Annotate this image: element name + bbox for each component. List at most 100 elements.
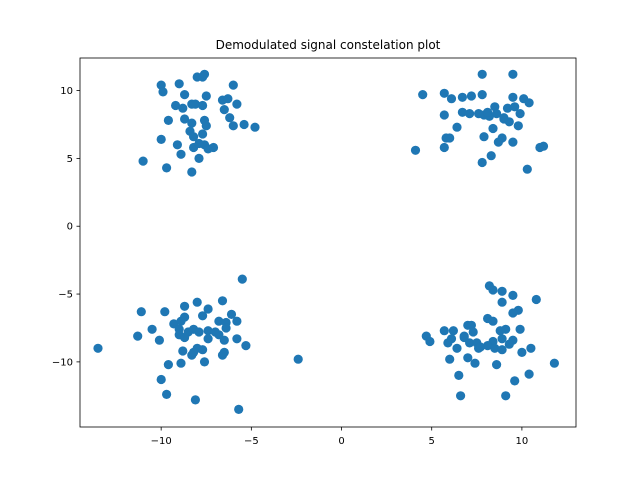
data-point bbox=[176, 149, 186, 159]
data-point bbox=[293, 354, 303, 364]
data-point bbox=[410, 145, 421, 155]
data-point bbox=[501, 391, 511, 401]
data-point bbox=[194, 327, 204, 337]
data-point bbox=[226, 309, 237, 319]
data-point bbox=[499, 113, 509, 123]
data-point bbox=[452, 343, 462, 353]
data-point bbox=[237, 274, 247, 284]
data-point bbox=[493, 137, 503, 147]
data-point bbox=[194, 153, 204, 163]
data-point bbox=[156, 374, 166, 385]
data-point bbox=[439, 326, 449, 336]
data-point bbox=[147, 324, 157, 334]
x-tick-label: 5 bbox=[429, 436, 435, 447]
data-point bbox=[228, 121, 238, 131]
data-point bbox=[488, 285, 498, 295]
data-point bbox=[502, 103, 513, 113]
x-tick-label: −5 bbox=[244, 436, 259, 447]
data-point bbox=[199, 357, 210, 367]
x-tick-label: −10 bbox=[151, 436, 172, 447]
y-tick-label: 10 bbox=[60, 86, 73, 97]
x-tick-label: 0 bbox=[338, 436, 344, 447]
data-point bbox=[158, 87, 168, 97]
y-tick-label: −5 bbox=[58, 290, 73, 301]
x-tick-label: 10 bbox=[516, 436, 529, 447]
data-point bbox=[178, 103, 188, 113]
data-point bbox=[180, 114, 190, 124]
data-point bbox=[228, 80, 238, 90]
data-point bbox=[198, 100, 208, 111]
data-point bbox=[457, 92, 467, 102]
data-point bbox=[217, 296, 228, 306]
data-point bbox=[531, 294, 541, 305]
data-point bbox=[497, 345, 507, 355]
data-point bbox=[232, 99, 242, 109]
data-point bbox=[187, 118, 197, 128]
data-point bbox=[198, 72, 208, 82]
data-point bbox=[492, 360, 502, 370]
data-point bbox=[439, 88, 449, 98]
data-point bbox=[221, 323, 231, 333]
data-point bbox=[454, 370, 464, 380]
data-point bbox=[176, 358, 186, 368]
data-point bbox=[232, 316, 242, 326]
data-point bbox=[192, 297, 202, 307]
data-point bbox=[214, 316, 224, 326]
points-layer bbox=[93, 69, 560, 414]
data-point bbox=[445, 354, 455, 364]
data-point bbox=[477, 69, 487, 79]
data-point bbox=[492, 109, 502, 119]
data-point bbox=[486, 151, 496, 161]
data-point bbox=[513, 121, 523, 131]
data-point bbox=[174, 79, 184, 89]
data-point bbox=[180, 312, 190, 322]
data-point bbox=[241, 341, 251, 351]
data-point bbox=[549, 358, 560, 368]
data-point bbox=[203, 334, 213, 344]
data-point bbox=[452, 122, 462, 132]
data-point bbox=[468, 327, 478, 337]
data-point bbox=[160, 307, 170, 317]
data-point bbox=[203, 326, 213, 336]
data-point bbox=[250, 122, 260, 132]
data-point bbox=[162, 389, 172, 399]
data-point bbox=[445, 133, 455, 143]
data-point bbox=[515, 324, 525, 334]
data-point bbox=[448, 326, 458, 336]
data-point bbox=[194, 138, 204, 149]
data-point bbox=[232, 334, 242, 344]
data-point bbox=[225, 113, 235, 123]
data-point bbox=[162, 163, 172, 173]
plot-frame bbox=[79, 57, 577, 428]
data-point bbox=[457, 107, 467, 117]
data-point bbox=[171, 100, 181, 111]
data-point bbox=[495, 326, 505, 336]
data-point bbox=[508, 69, 518, 79]
data-point bbox=[203, 304, 213, 314]
data-point bbox=[508, 308, 518, 318]
data-point bbox=[497, 334, 507, 344]
data-point bbox=[497, 286, 507, 296]
data-point bbox=[198, 129, 208, 139]
data-point bbox=[163, 115, 173, 125]
y-tick-label: 5 bbox=[67, 154, 73, 165]
data-point bbox=[133, 331, 143, 341]
data-point bbox=[138, 156, 148, 166]
data-point bbox=[538, 141, 549, 151]
y-tick-label: −10 bbox=[52, 357, 73, 368]
data-point bbox=[201, 91, 211, 101]
data-point bbox=[201, 121, 211, 131]
data-point bbox=[189, 132, 199, 142]
data-point bbox=[223, 94, 233, 104]
data-point bbox=[504, 339, 514, 349]
data-point bbox=[488, 123, 498, 134]
data-point bbox=[465, 338, 475, 348]
data-point bbox=[172, 140, 182, 150]
data-point bbox=[443, 338, 453, 348]
data-point bbox=[470, 358, 480, 368]
data-point bbox=[234, 404, 244, 414]
data-point bbox=[187, 167, 197, 177]
data-point bbox=[190, 99, 200, 109]
data-point bbox=[517, 347, 527, 357]
